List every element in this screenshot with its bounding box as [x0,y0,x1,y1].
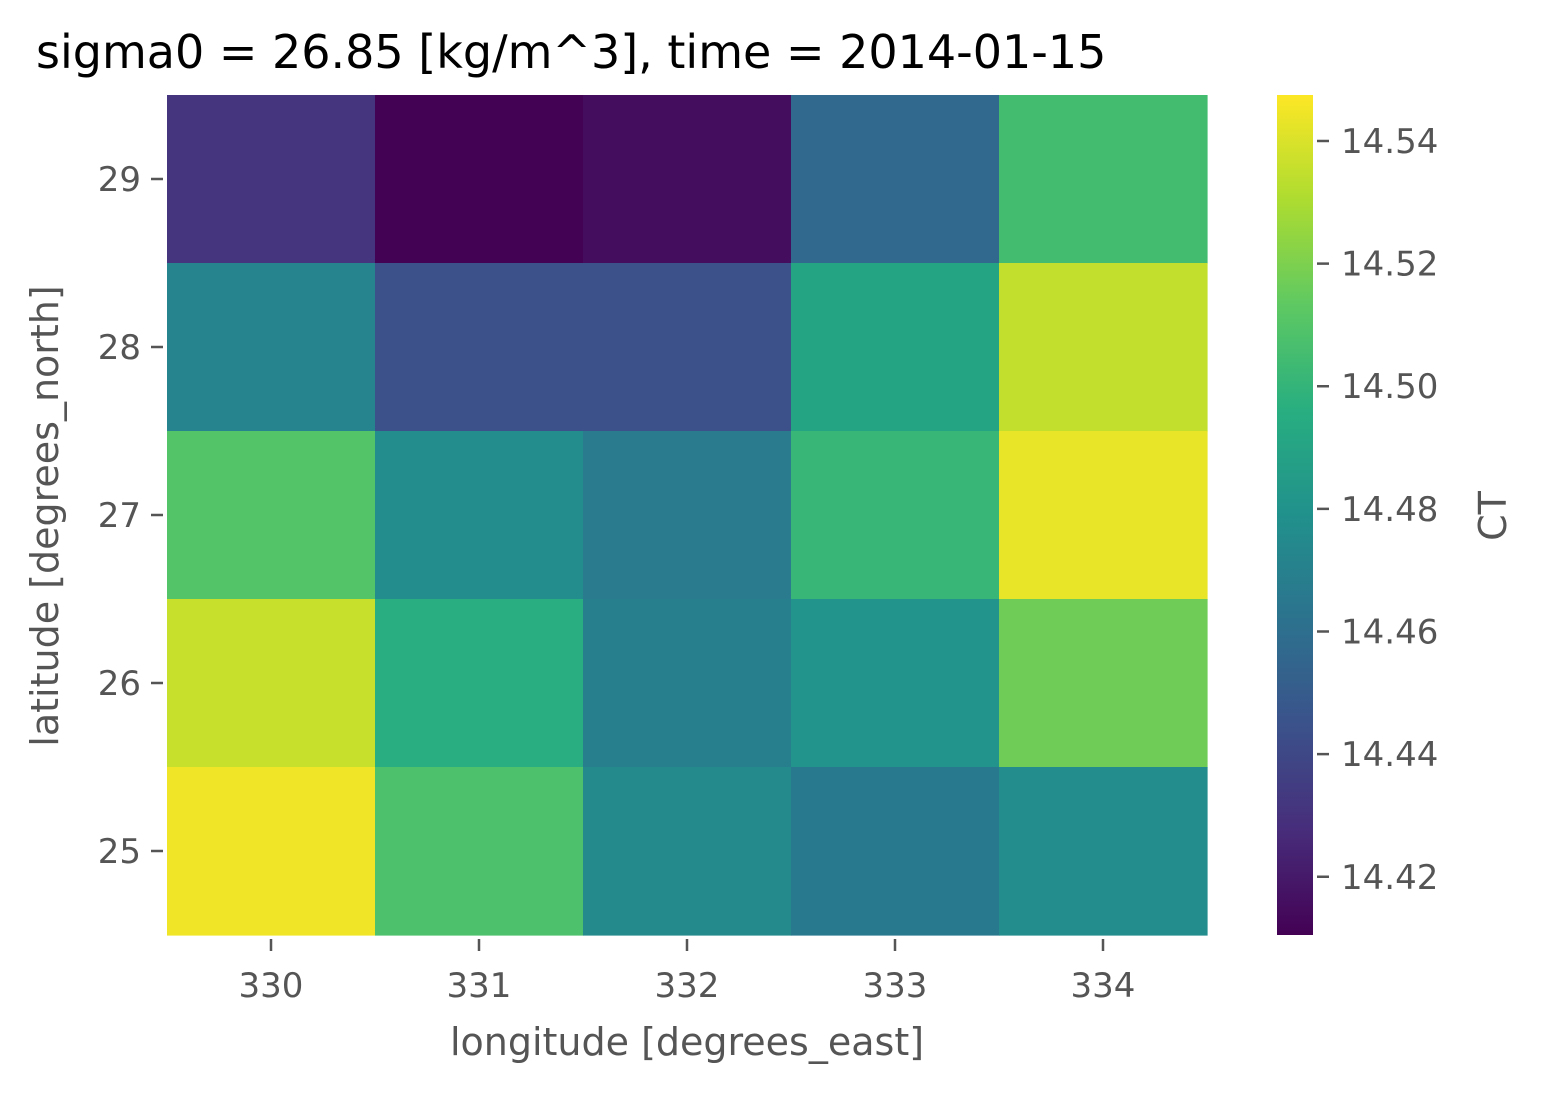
heatmap-cell [167,95,376,264]
heatmap-cell [375,263,584,432]
y-axis-ticks: 29 28 27 26 25 [98,160,163,872]
colorbar-tick-label: 14.54 [1341,122,1438,162]
x-tick-label: 334 [1071,966,1136,1006]
heatmap-cells [167,95,1208,936]
colorbar-tick-label: 14.50 [1341,367,1438,407]
colorbar-label: CT [1471,490,1515,541]
colorbar-tick-label: 14.48 [1341,490,1438,530]
y-tick-label: 26 [98,664,141,704]
heatmap-cell [791,599,1000,768]
y-tick-label: 25 [98,832,141,872]
colorbar-tick-label: 14.42 [1341,858,1438,898]
heatmap-cell [999,599,1208,768]
colorbar-ticks: 14.42 14.44 14.46 14.48 14.50 14.52 14.54 [1317,122,1438,898]
heatmap-cell [791,95,1000,264]
colorbar [1277,95,1313,935]
heatmap-cell [375,95,584,264]
heatmap-cell [999,767,1208,936]
heatmap-cell [375,431,584,600]
heatmap-cell [167,767,376,936]
y-tick-label: 28 [98,328,141,368]
heatmap-cell [999,263,1208,432]
heatmap-cell [167,431,376,600]
colorbar-tick-label: 14.46 [1341,612,1438,652]
heatmap-cell [999,431,1208,600]
heatmap-cell [167,263,376,432]
heatmap-cell [167,599,376,768]
heatmap-cell [583,263,792,432]
heatmap-cell [375,767,584,936]
x-tick-label: 331 [447,966,512,1006]
heatmap-cell [583,599,792,768]
x-axis-label: longitude [degrees_east] [450,1020,924,1064]
colorbar-tick-label: 14.44 [1341,735,1438,775]
heatmap-cell [791,431,1000,600]
heatmap-cell [791,767,1000,936]
heatmap-cell [375,599,584,768]
y-tick-label: 27 [98,496,141,536]
chart-title: sigma0 = 26.85 [kg/m^3], time = 2014-01-… [36,25,1106,79]
x-tick-label: 332 [655,966,720,1006]
x-axis-ticks: 330 331 332 333 334 [239,939,1136,1006]
heatmap-cell [583,95,792,264]
heatmap-cell [583,431,792,600]
heatmap-cell [583,767,792,936]
x-tick-label: 333 [863,966,928,1006]
heatmap-cell [999,95,1208,264]
heatmap-cell [791,263,1000,432]
y-tick-label: 29 [98,160,141,200]
x-tick-label: 330 [239,966,304,1006]
colorbar-tick-label: 14.52 [1341,245,1438,285]
y-axis-label: latitude [degrees_north] [23,285,67,746]
